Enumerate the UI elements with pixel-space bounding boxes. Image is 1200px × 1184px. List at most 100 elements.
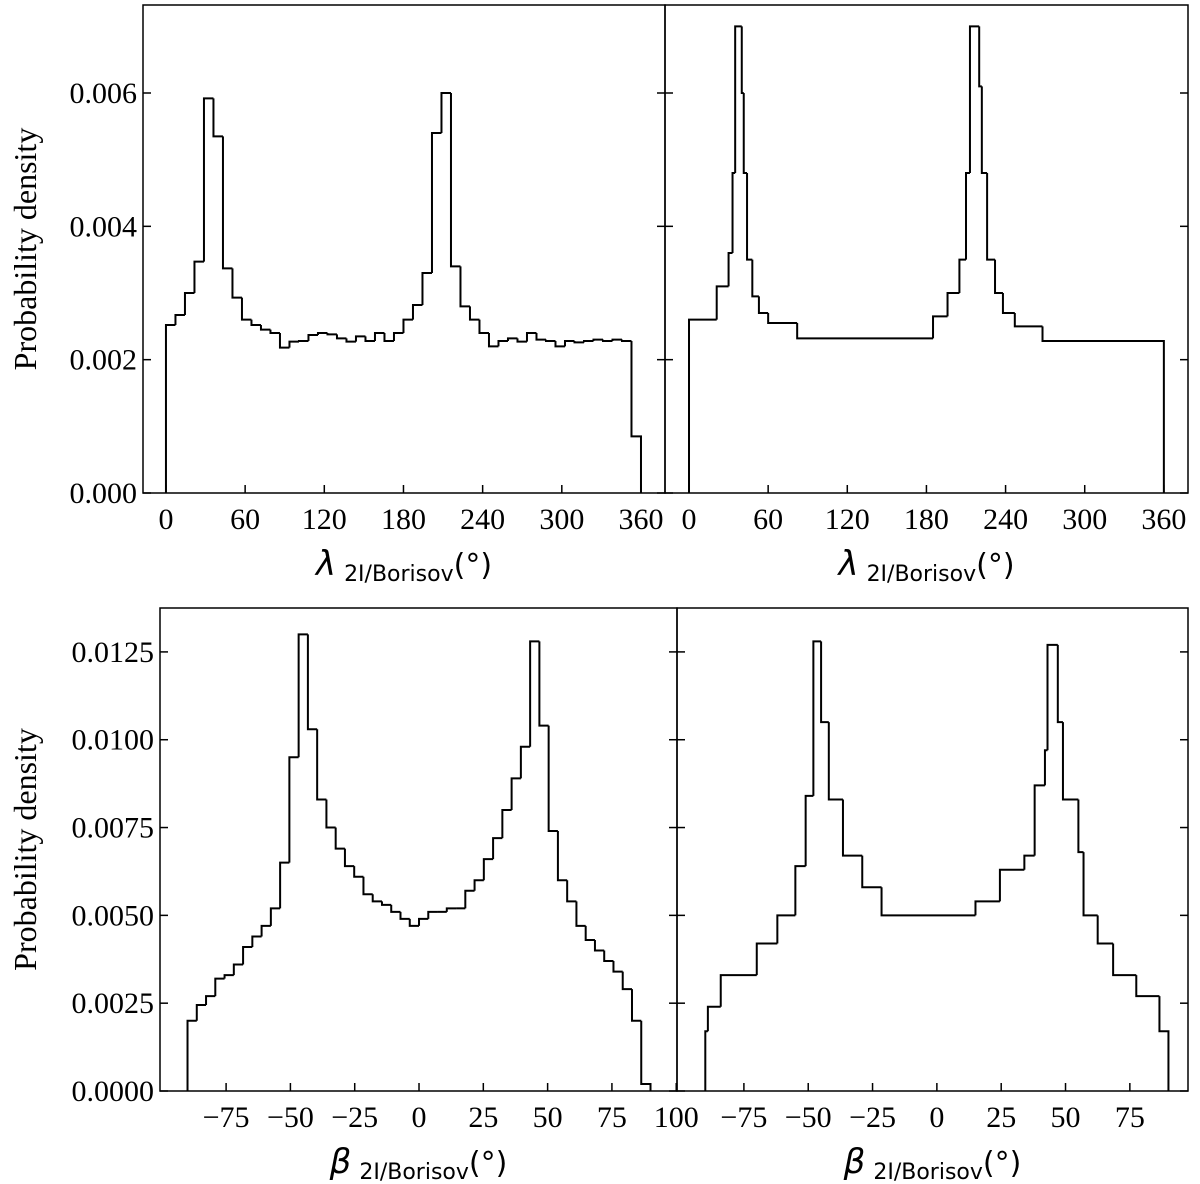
histogram-bin [1056, 644, 1063, 724]
histogram-bin [449, 93, 461, 268]
histogram-bin [334, 827, 345, 850]
histogram-bin [563, 340, 575, 347]
axis-symbol: β [329, 1142, 352, 1182]
histogram-bin [1013, 313, 1043, 328]
x-tick-label: 360 [1141, 503, 1186, 536]
histogram-bin [1112, 943, 1137, 977]
y-tick-label: 0.0050 [72, 899, 155, 932]
histogram-bin [978, 26, 982, 88]
histogram-bin [487, 333, 499, 348]
panel: 0.000 0.002 0.004 0.006 0 60 120 180 240 300 360 λ 2… [7, 4, 666, 587]
histogram-bin [734, 25, 742, 173]
x-tick-label: −50 [267, 1101, 314, 1134]
axis-unit: (°) [976, 548, 1014, 583]
x-axis-label: λ 2I/Borisov(°) [836, 544, 1014, 587]
histogram-bin [440, 92, 451, 133]
x-tick-label: 240 [460, 503, 505, 536]
histogram-bin [390, 904, 401, 913]
histogram-bin [212, 98, 223, 138]
histogram-bin [297, 340, 309, 342]
x-tick-label: 75 [597, 1101, 627, 1134]
histogram-bin [269, 329, 280, 334]
histogram-bin [820, 641, 829, 724]
x-tick-label: 0 [929, 1101, 944, 1134]
histogram-bin [418, 917, 429, 926]
histogram-bin [371, 894, 382, 903]
histogram-bin [214, 977, 225, 997]
x-tick-label: −25 [331, 1101, 378, 1134]
x-tick-label: 300 [1062, 503, 1107, 536]
histogram-bin [269, 907, 281, 926]
histogram-bin [473, 879, 484, 891]
histogram-bin [232, 963, 244, 976]
axis-subscript: 2I/Borisov [867, 562, 977, 587]
histogram-bin [746, 173, 753, 261]
y-tick-label: 0.000 [70, 477, 138, 510]
axis-unit: (°) [454, 548, 492, 583]
x-tick-label: 100 [654, 1101, 699, 1134]
histogram-bin [399, 911, 410, 920]
axis-symbol: λ [836, 544, 858, 584]
histogram-bin [958, 258, 967, 293]
histogram-bin [445, 907, 457, 912]
histogram-bin [259, 325, 271, 331]
x-tick-label: −75 [203, 1101, 250, 1134]
x-tick-label: 120 [825, 503, 870, 536]
histogram-bin [362, 876, 373, 896]
histogram-bin [1096, 915, 1114, 945]
histogram-bin [421, 272, 432, 305]
histogram-bin [612, 961, 623, 973]
histogram-bin [205, 995, 216, 1005]
histogram-bin [459, 266, 470, 308]
histogram-bin [706, 1005, 721, 1032]
histogram-bin [354, 335, 366, 342]
histogram-bin [740, 26, 744, 94]
histogram-bin [974, 900, 1000, 916]
histogram-bin [1046, 643, 1058, 751]
histogram-bin [519, 745, 531, 779]
histogram-bin [501, 808, 512, 839]
histogram-bin [306, 634, 318, 731]
histogram-bin [506, 337, 518, 341]
x-tick-label: 0 [158, 503, 173, 536]
y-tick-label: 0.002 [70, 344, 138, 377]
histogram-bin [755, 942, 778, 976]
histogram-bin [174, 314, 185, 325]
histogram-bin [620, 339, 632, 342]
histogram-bin [582, 340, 594, 343]
histogram-bin [630, 989, 642, 1022]
histogram-bin [492, 837, 503, 860]
x-tick-label: 240 [983, 503, 1028, 536]
axis-symbol: λ [314, 544, 336, 584]
histogram-bin [183, 292, 195, 315]
histogram-bin [221, 136, 233, 270]
histogram-bin [516, 338, 527, 343]
histogram-bin [1082, 852, 1098, 917]
x-axis-label: β 2I/Borisov(°) [843, 1142, 1022, 1184]
histogram-bin [482, 858, 494, 881]
histogram-bin [343, 848, 355, 868]
x-tick-label: −75 [720, 1101, 767, 1134]
histogram-bin [307, 334, 318, 341]
histogram-bin [547, 725, 558, 833]
x-tick-label: 50 [1051, 1101, 1081, 1134]
histogram-bin [946, 292, 960, 317]
histogram-bin [1043, 749, 1048, 786]
x-tick-label: 120 [302, 503, 347, 536]
histogram-bin [535, 333, 546, 341]
histogram-bin [250, 319, 261, 326]
histogram-bin [383, 333, 394, 342]
x-tick-label: 75 [1115, 1101, 1145, 1134]
histogram-bin [345, 338, 356, 343]
axis-subscript: 2I/Borisov [344, 562, 454, 587]
histogram-bin [544, 339, 556, 342]
x-tick-label: −25 [849, 1101, 896, 1134]
histogram-bin [861, 855, 882, 889]
axis-subscript: 2I/Borisov [873, 1160, 983, 1184]
histogram-bin [260, 924, 271, 937]
x-tick-label: 60 [230, 503, 260, 536]
histogram-bin [593, 939, 605, 952]
histogram-bin [794, 865, 806, 916]
histogram-bin [279, 861, 290, 909]
